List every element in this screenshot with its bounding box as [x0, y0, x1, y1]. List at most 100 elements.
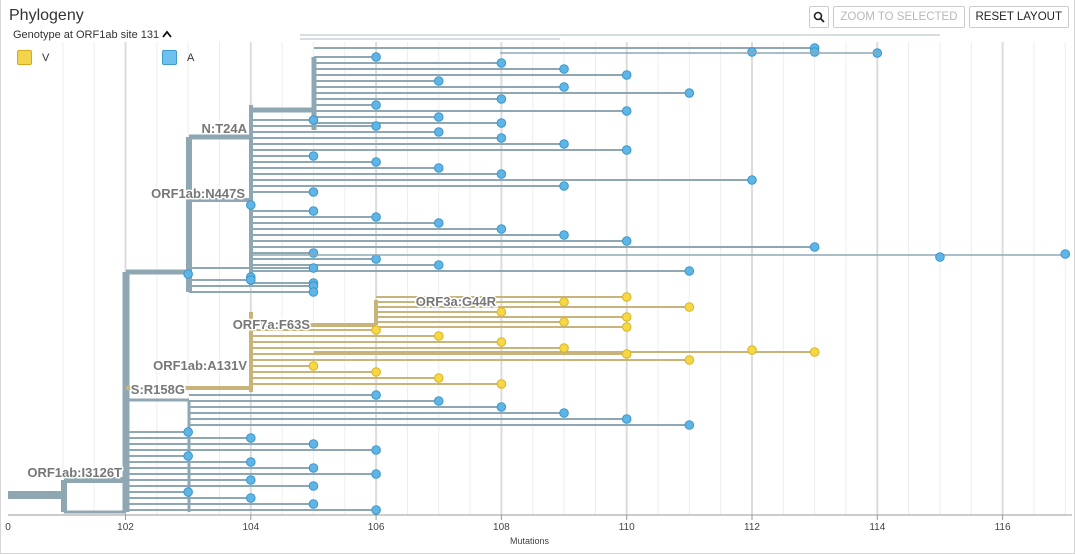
color-by-selector[interactable]: Genotype at ORF1ab site 131 [13, 29, 175, 41]
tip-node[interactable] [496, 94, 507, 104]
tip-node[interactable] [371, 100, 381, 110]
tip-node[interactable] [371, 254, 381, 264]
legend-item-a[interactable]: A [162, 50, 307, 65]
tip-node[interactable] [684, 88, 695, 98]
x-axis-tick-label: 110 [619, 522, 635, 533]
legend-label-v: V [42, 51, 50, 64]
tip-node[interactable] [308, 481, 319, 491]
tip-node[interactable] [809, 242, 820, 252]
tip-node[interactable] [371, 445, 381, 455]
tip-node[interactable] [747, 175, 757, 185]
tip-node[interactable] [621, 106, 632, 116]
tip-node[interactable] [433, 396, 444, 406]
tip-node[interactable] [684, 302, 695, 312]
tip-node[interactable] [433, 127, 444, 137]
tip-node[interactable] [496, 307, 507, 317]
tip-node[interactable] [621, 322, 632, 332]
tip-node[interactable] [308, 187, 319, 197]
tip-node[interactable] [183, 451, 193, 461]
tip-node[interactable] [308, 115, 319, 125]
tip-node[interactable] [559, 408, 569, 418]
tip-node[interactable] [183, 427, 193, 437]
tip-node[interactable] [246, 275, 256, 285]
tip-node[interactable] [747, 47, 757, 57]
tip-node[interactable] [496, 133, 507, 143]
tip-node[interactable] [371, 157, 381, 167]
tip-node[interactable] [809, 347, 820, 357]
tip-node[interactable] [371, 469, 381, 479]
tip-node[interactable] [621, 70, 632, 80]
tip-node[interactable] [433, 260, 444, 270]
tip-node[interactable] [371, 390, 381, 400]
tip-node[interactable] [246, 200, 256, 210]
branch-label: ORF1ab:N447S [151, 186, 245, 201]
x-axis-tick-label: 102 [117, 522, 134, 533]
tip-node[interactable] [183, 269, 193, 279]
tip-node[interactable] [621, 312, 632, 322]
tip-node[interactable] [371, 121, 381, 131]
tip-node[interactable] [621, 414, 632, 424]
legend-item-v[interactable]: V [17, 50, 162, 65]
tip-node[interactable] [809, 47, 820, 57]
x-axis-tick-label: 106 [368, 522, 385, 533]
tip-node[interactable] [935, 252, 945, 262]
tip-node[interactable] [1060, 249, 1071, 259]
tip-node[interactable] [559, 82, 569, 92]
tip-node[interactable] [183, 487, 193, 497]
tip-node[interactable] [433, 163, 444, 173]
tip-node[interactable] [246, 493, 256, 503]
tip-node[interactable] [496, 402, 507, 412]
tip-node[interactable] [496, 379, 507, 389]
tip-node[interactable] [559, 139, 569, 149]
tip-node[interactable] [308, 151, 319, 161]
reset-layout-button[interactable]: RESET LAYOUT [968, 6, 1069, 28]
tip-node[interactable] [246, 457, 256, 467]
tip-node[interactable] [433, 76, 444, 86]
tip-node[interactable] [496, 224, 507, 234]
tip-node[interactable] [433, 218, 444, 228]
chevron-up-icon[interactable] [162, 29, 172, 41]
tip-node[interactable] [308, 463, 319, 473]
tip-node[interactable] [559, 181, 569, 191]
tip-node[interactable] [371, 52, 381, 62]
tip-node[interactable] [621, 292, 632, 302]
color-by-label: Genotype at ORF1ab site 131 [13, 29, 160, 41]
tip-node[interactable] [621, 145, 632, 155]
tip-node[interactable] [371, 325, 381, 335]
legend: V A [17, 50, 307, 65]
tip-node[interactable] [246, 433, 256, 443]
tip-node[interactable] [684, 266, 695, 276]
tip-node[interactable] [308, 287, 319, 297]
tip-node[interactable] [308, 499, 319, 509]
tip-node[interactable] [559, 230, 569, 240]
tip-node[interactable] [496, 337, 507, 347]
tip-node[interactable] [308, 361, 319, 371]
zoom-to-selected-button[interactable]: ZOOM TO SELECTED [833, 6, 965, 28]
tip-node[interactable] [621, 236, 632, 246]
tip-node[interactable] [559, 317, 569, 327]
x-axis-tick-label: 104 [242, 522, 259, 533]
tip-node[interactable] [559, 297, 569, 307]
tip-node[interactable] [308, 439, 319, 449]
tip-node[interactable] [559, 64, 569, 74]
tip-node[interactable] [496, 169, 507, 179]
tip-node[interactable] [559, 343, 569, 353]
tip-node[interactable] [684, 355, 695, 365]
tip-node[interactable] [496, 58, 507, 68]
tip-node[interactable] [308, 206, 319, 216]
tip-node[interactable] [433, 112, 444, 122]
magnifier-icon[interactable] [809, 6, 830, 28]
tip-node[interactable] [684, 420, 695, 430]
tip-node[interactable] [308, 248, 319, 258]
tip-node[interactable] [433, 331, 444, 341]
tip-node[interactable] [433, 373, 444, 383]
tip-node[interactable] [496, 118, 507, 128]
tip-node[interactable] [747, 345, 757, 355]
tip-node[interactable] [308, 263, 319, 273]
tip-node[interactable] [621, 349, 632, 359]
tip-node[interactable] [371, 367, 381, 377]
tip-node[interactable] [371, 212, 381, 222]
tip-node[interactable] [246, 475, 256, 485]
tip-node[interactable] [371, 505, 381, 515]
